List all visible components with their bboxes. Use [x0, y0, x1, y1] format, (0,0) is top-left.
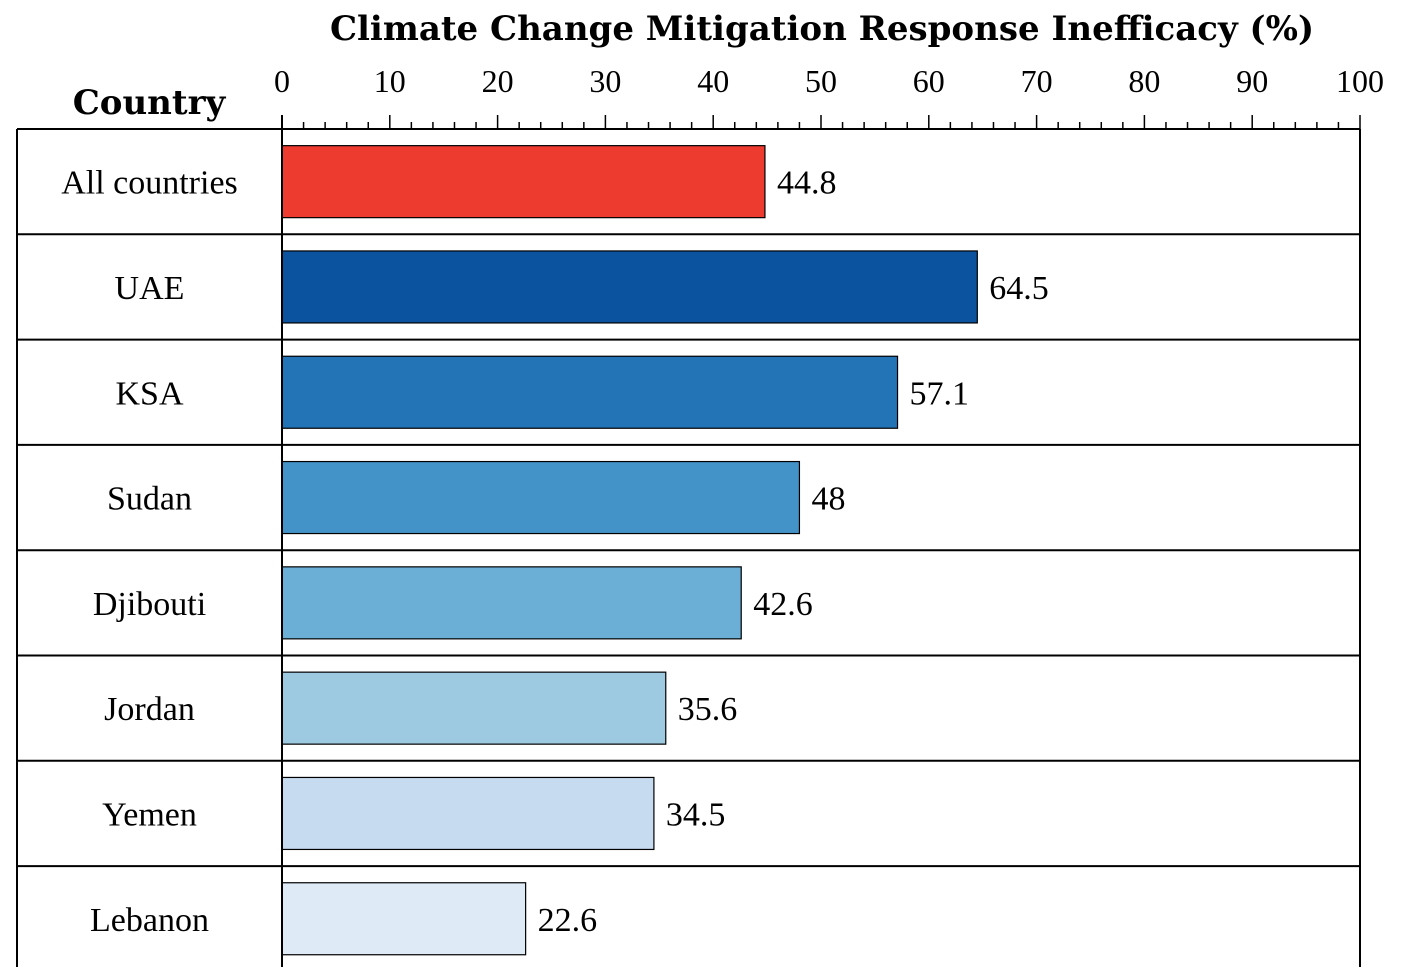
bar — [281, 671, 667, 745]
x-tick-label: 50 — [805, 63, 837, 99]
bar — [281, 882, 527, 956]
x-tick-label: 80 — [1128, 63, 1160, 99]
bars: 44.8 64.5 57.1 48 42.6 35.6 34.5 22.6 — [281, 145, 1049, 956]
x-tick-label: 30 — [589, 63, 621, 99]
x-tick-label: 40 — [697, 63, 729, 99]
x-tick-label: 20 — [482, 63, 514, 99]
value-label: 44.8 — [777, 165, 837, 202]
bar — [281, 145, 766, 219]
chart-frame — [16, 115, 1361, 967]
value-label: 64.5 — [989, 270, 1049, 307]
category-label: KSA — [115, 375, 183, 412]
value-label: 57.1 — [910, 375, 970, 412]
bar — [281, 355, 899, 429]
category-label: Djibouti — [93, 586, 206, 623]
bar — [281, 460, 801, 535]
category-column-header: Country — [73, 83, 227, 123]
bar — [281, 566, 742, 640]
value-label: 42.6 — [753, 586, 813, 623]
chart-title: Climate Change Mitigation Response Ineff… — [330, 9, 1314, 49]
category-label: Lebanon — [90, 902, 209, 939]
x-tick-label: 100 — [1336, 63, 1384, 99]
category-label: Jordan — [104, 691, 195, 728]
x-axis: 0 10 20 30 40 50 60 70 80 90 100 — [274, 63, 1384, 130]
x-tick-label: 90 — [1236, 63, 1268, 99]
x-tick-label: 70 — [1021, 63, 1053, 99]
category-label: Yemen — [102, 796, 197, 833]
category-label: Sudan — [107, 481, 192, 518]
value-label: 35.6 — [678, 691, 738, 728]
bar — [281, 250, 978, 324]
x-tick-label: 10 — [374, 63, 406, 99]
value-label: 22.6 — [538, 902, 598, 939]
value-label: 48 — [811, 481, 845, 518]
table-rows: All countries UAE KSA Sudan Djibouti Jordan Ye… — [17, 165, 1360, 939]
x-tick-label: 60 — [913, 63, 945, 99]
category-label: UAE — [115, 270, 185, 307]
bar — [281, 776, 655, 851]
value-label: 34.5 — [666, 796, 726, 833]
category-label: All countries — [61, 165, 238, 202]
x-tick-label: 0 — [274, 63, 290, 99]
